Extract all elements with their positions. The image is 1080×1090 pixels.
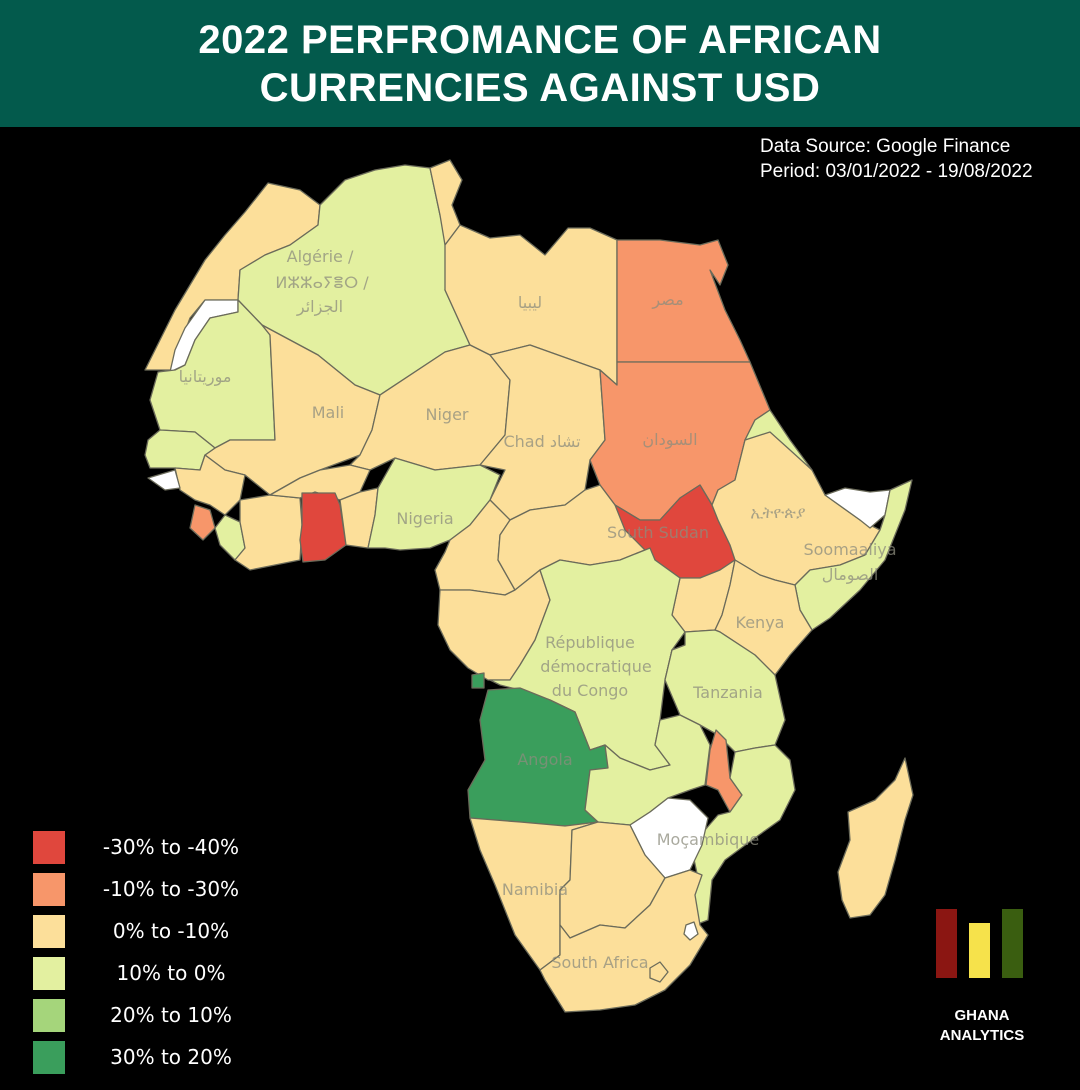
label-south-africa: South Africa <box>551 953 648 972</box>
legend-item: -10% to -30% <box>33 873 273 906</box>
ghana-analytics-logo: GHANA ANALYTICS <box>928 909 1036 1050</box>
label-niger: Niger <box>426 405 469 424</box>
legend-label: 0% to -10% <box>112 919 230 943</box>
label-algeria-3: الجزائر <box>296 297 343 317</box>
chart-title-line-2: CURRENCIES AGAINST USD <box>259 65 821 110</box>
legend-swatch <box>33 1041 65 1074</box>
country-mozambique <box>689 744 796 926</box>
logo-bar-green <box>1002 909 1023 978</box>
label-nigeria: Nigeria <box>396 509 453 528</box>
legend-label: 30% to 20% <box>110 1045 232 1069</box>
country-lesotho <box>649 961 669 983</box>
legend-label: -10% to -30% <box>102 877 240 901</box>
country-cote-divoire <box>234 494 303 571</box>
legend-swatch <box>33 999 65 1032</box>
label-tanzania: Tanzania <box>692 683 763 702</box>
legend-item: 30% to 20% <box>33 1041 273 1074</box>
country-ghana <box>299 492 347 563</box>
logo-text-line-1: GHANA <box>954 1007 1010 1024</box>
logo-bar-yellow <box>969 923 990 978</box>
legend-swatch <box>33 873 65 906</box>
country-eswatini <box>683 921 699 941</box>
label-angola: Angola <box>517 750 572 769</box>
label-mozambique: Moçambique <box>657 830 760 849</box>
country-kenya <box>714 559 813 676</box>
country-madagascar <box>837 757 914 919</box>
label-drc-3: du Congo <box>552 681 628 700</box>
territory-cabinda <box>471 672 485 689</box>
label-south-sudan: South Sudan <box>607 523 709 542</box>
label-algeria-1: Algérie / <box>287 247 354 266</box>
data-source-note: Data Source: Google Finance Period: 03/0… <box>760 134 1033 184</box>
chart-title-line-1: 2022 PERFROMANCE OF AFRICAN <box>198 17 882 62</box>
label-mali: Mali <box>312 403 345 422</box>
legend-label: 10% to 0% <box>116 961 226 985</box>
legend-item: -30% to -40% <box>33 831 273 864</box>
label-ethiopia: ኢትዮጵያ <box>750 503 805 522</box>
label-chad: Chad تشاد <box>503 432 580 451</box>
label-drc-1: République <box>545 633 635 652</box>
label-namibia: Namibia <box>502 880 568 899</box>
label-somalia-1: Soomaaliya <box>803 540 896 559</box>
legend-swatch <box>33 957 65 990</box>
country-eritrea <box>744 409 813 471</box>
legend-item: 10% to 0% <box>33 957 273 990</box>
label-kenya: Kenya <box>736 613 785 632</box>
legend-item: 20% to 10% <box>33 999 273 1032</box>
africa-map: Algérie / ⵍⵣⵣⴰⵢⴻⵔ / الجزائر ليبيا مصر مو… <box>144 159 914 1013</box>
label-somalia-2: الصومال <box>822 565 879 585</box>
label-sudan: السودان <box>642 430 697 450</box>
logo-bar-red <box>936 909 957 978</box>
label-libya: ليبيا <box>518 293 542 312</box>
logo-text-line-2: ANALYTICS <box>939 1027 1025 1044</box>
label-drc-2: démocratique <box>540 657 651 676</box>
legend-item: 0% to -10% <box>33 915 273 948</box>
title-banner: 2022 PERFROMANCE OF AFRICAN CURRENCIES A… <box>0 0 1080 127</box>
legend-swatch <box>33 915 65 948</box>
label-egypt: مصر <box>651 290 683 310</box>
legend-swatch <box>33 831 65 864</box>
country-tunisia <box>429 159 463 246</box>
period-text: Period: 03/01/2022 - 19/08/2022 <box>760 161 1033 182</box>
data-source-text: Data Source: Google Finance <box>760 136 1011 157</box>
legend-label: -30% to -40% <box>102 835 240 859</box>
label-algeria-2: ⵍⵣⵣⴰⵢⴻⵔ / <box>275 273 369 292</box>
country-south-africa <box>539 869 709 1013</box>
country-sierra-leone <box>189 504 216 541</box>
legend-label: 20% to 10% <box>110 1003 232 1027</box>
country-guinea-bissau <box>147 469 181 491</box>
label-mauritania: موريتانيا <box>179 367 232 387</box>
